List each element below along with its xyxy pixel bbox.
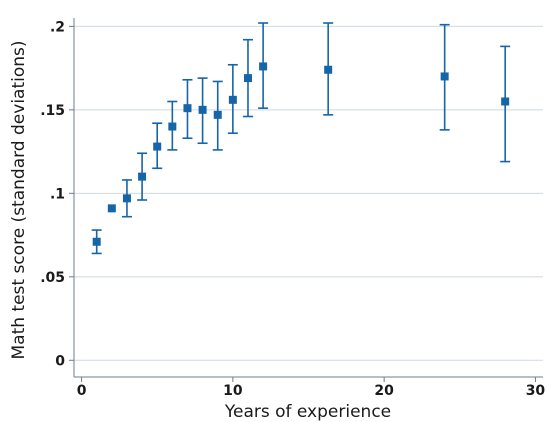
x-tick-label: 0: [77, 383, 87, 399]
data-point: [324, 65, 333, 74]
x-axis-title: Years of experience: [224, 402, 391, 422]
x-tick-label: 30: [526, 383, 546, 399]
data-point: [198, 105, 207, 114]
y-tick-label: .1: [50, 186, 65, 202]
data-point: [153, 142, 162, 151]
x-tick-label: 20: [374, 383, 394, 399]
y-tick-label: .2: [50, 19, 65, 35]
data-point: [122, 194, 131, 203]
y-tick-label: .05: [40, 270, 65, 286]
data-point: [138, 172, 147, 181]
y-tick-label: 0: [55, 353, 65, 369]
data-point: [213, 110, 222, 119]
data-point: [228, 95, 237, 104]
data-point: [440, 72, 449, 81]
y-tick-label: .15: [40, 103, 65, 119]
axes: [69, 18, 543, 382]
error-bars: [91, 22, 511, 255]
x-tick-label: 10: [223, 383, 243, 399]
data-points: [92, 62, 510, 246]
data-point: [243, 74, 252, 83]
data-point: [259, 62, 268, 71]
data-point: [92, 237, 101, 246]
tick-labels: 0 .05 .1 .15 .2 0 10 20 30: [40, 19, 545, 399]
gridlines: [74, 25, 543, 361]
data-point: [107, 204, 116, 213]
data-point: [501, 97, 510, 106]
data-point: [183, 104, 192, 113]
y-axis-title: Math test score (standard deviations): [9, 40, 29, 359]
data-point: [168, 122, 177, 131]
